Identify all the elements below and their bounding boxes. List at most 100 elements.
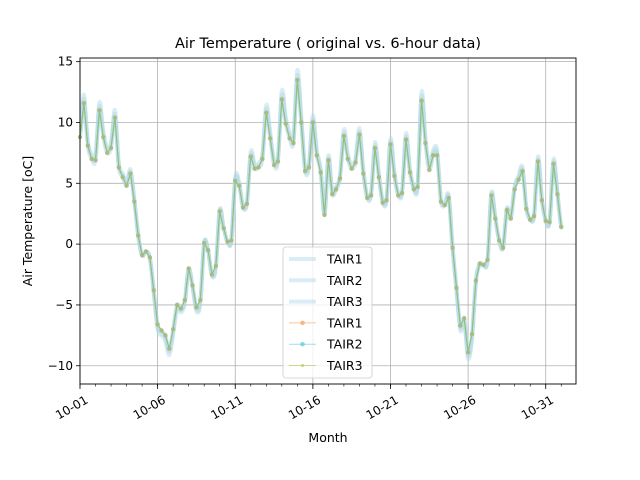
data-point [213, 263, 219, 269]
data-point [396, 193, 401, 198]
data-point [97, 108, 102, 113]
legend-box [282, 246, 373, 379]
data-point [469, 331, 475, 337]
data-point [535, 159, 541, 164]
data-point [454, 285, 459, 291]
data-point [330, 192, 335, 197]
data-point [229, 238, 234, 243]
legend-label: TAIR2 [326, 273, 363, 288]
data-point [477, 261, 482, 266]
data-point [248, 154, 253, 159]
data-point [462, 316, 467, 321]
data-point [136, 233, 141, 238]
data-point [349, 166, 354, 171]
data-point [260, 156, 265, 162]
y-tick-label: −10 [48, 359, 73, 373]
data-point [302, 168, 308, 174]
data-point [551, 161, 556, 167]
data-point [299, 120, 304, 125]
data-point [128, 171, 133, 176]
data-point [295, 77, 300, 83]
data-point [267, 136, 273, 141]
data-point [392, 173, 397, 179]
chart-title: Air Temperature ( original vs. 6-hour da… [175, 36, 481, 52]
data-point [209, 272, 215, 277]
data-point [496, 238, 502, 243]
data-point [368, 193, 374, 198]
data-point [489, 193, 494, 198]
legend-swatch-marker [301, 364, 304, 367]
data-point [450, 245, 455, 250]
data-point [132, 199, 137, 204]
data-point [81, 100, 87, 106]
data-point [516, 177, 521, 182]
data-point [493, 216, 498, 221]
data-point [283, 121, 288, 126]
data-point [322, 212, 327, 218]
data-point [372, 145, 378, 151]
data-point [112, 115, 118, 120]
legend-label: TAIR2 [326, 337, 363, 352]
data-point [275, 159, 281, 164]
data-point [465, 350, 471, 355]
grid-lines [79, 58, 576, 384]
data-point [442, 202, 448, 208]
data-point [244, 201, 250, 207]
data-point [151, 288, 156, 293]
six-hour-series-points [77, 77, 564, 355]
data-point [271, 162, 277, 168]
data-point [236, 183, 242, 188]
data-point [139, 252, 145, 258]
legend-label: TAIR1 [326, 315, 363, 330]
legend-swatch-marker [300, 341, 305, 347]
data-point [341, 133, 347, 139]
data-point [384, 198, 389, 203]
data-point [190, 283, 195, 288]
data-point [357, 132, 362, 137]
data-point [186, 266, 191, 271]
data-point [205, 247, 211, 253]
data-point [531, 213, 537, 219]
data-point [167, 346, 172, 351]
data-point [306, 165, 312, 170]
y-tick-label: 0 [65, 237, 73, 251]
data-point [423, 140, 428, 146]
data-point [543, 218, 548, 224]
data-point [101, 134, 106, 140]
data-point [427, 167, 432, 173]
data-point [163, 333, 168, 338]
y-axis-ticks: −10 −5 0 5 10 15 [48, 55, 80, 373]
data-point [221, 226, 226, 231]
data-point [458, 323, 463, 328]
data-point [225, 239, 230, 244]
data-point [85, 143, 90, 148]
data-point [353, 160, 358, 165]
legend-label: TAIR3 [326, 358, 363, 373]
data-point [364, 195, 370, 201]
data-point [318, 170, 323, 175]
data-point [174, 302, 180, 308]
data-point [182, 297, 187, 303]
data-point [434, 153, 440, 158]
data-point [361, 171, 366, 176]
data-point [147, 255, 153, 260]
data-point [403, 137, 409, 142]
data-point [287, 136, 292, 141]
data-point [473, 278, 479, 283]
data-point [116, 165, 122, 170]
data-point [376, 175, 382, 180]
y-tick-label: −5 [55, 298, 73, 312]
legend-label: TAIR3 [326, 294, 363, 309]
legend-swatch-marker [300, 320, 305, 326]
data-point [481, 262, 486, 267]
data-point [104, 150, 110, 156]
data-point [310, 120, 316, 125]
y-tick-label: 10 [58, 115, 73, 129]
data-point [419, 98, 424, 103]
data-point [178, 306, 184, 311]
data-point [415, 184, 420, 190]
data-point [337, 176, 343, 181]
data-point [438, 199, 444, 204]
